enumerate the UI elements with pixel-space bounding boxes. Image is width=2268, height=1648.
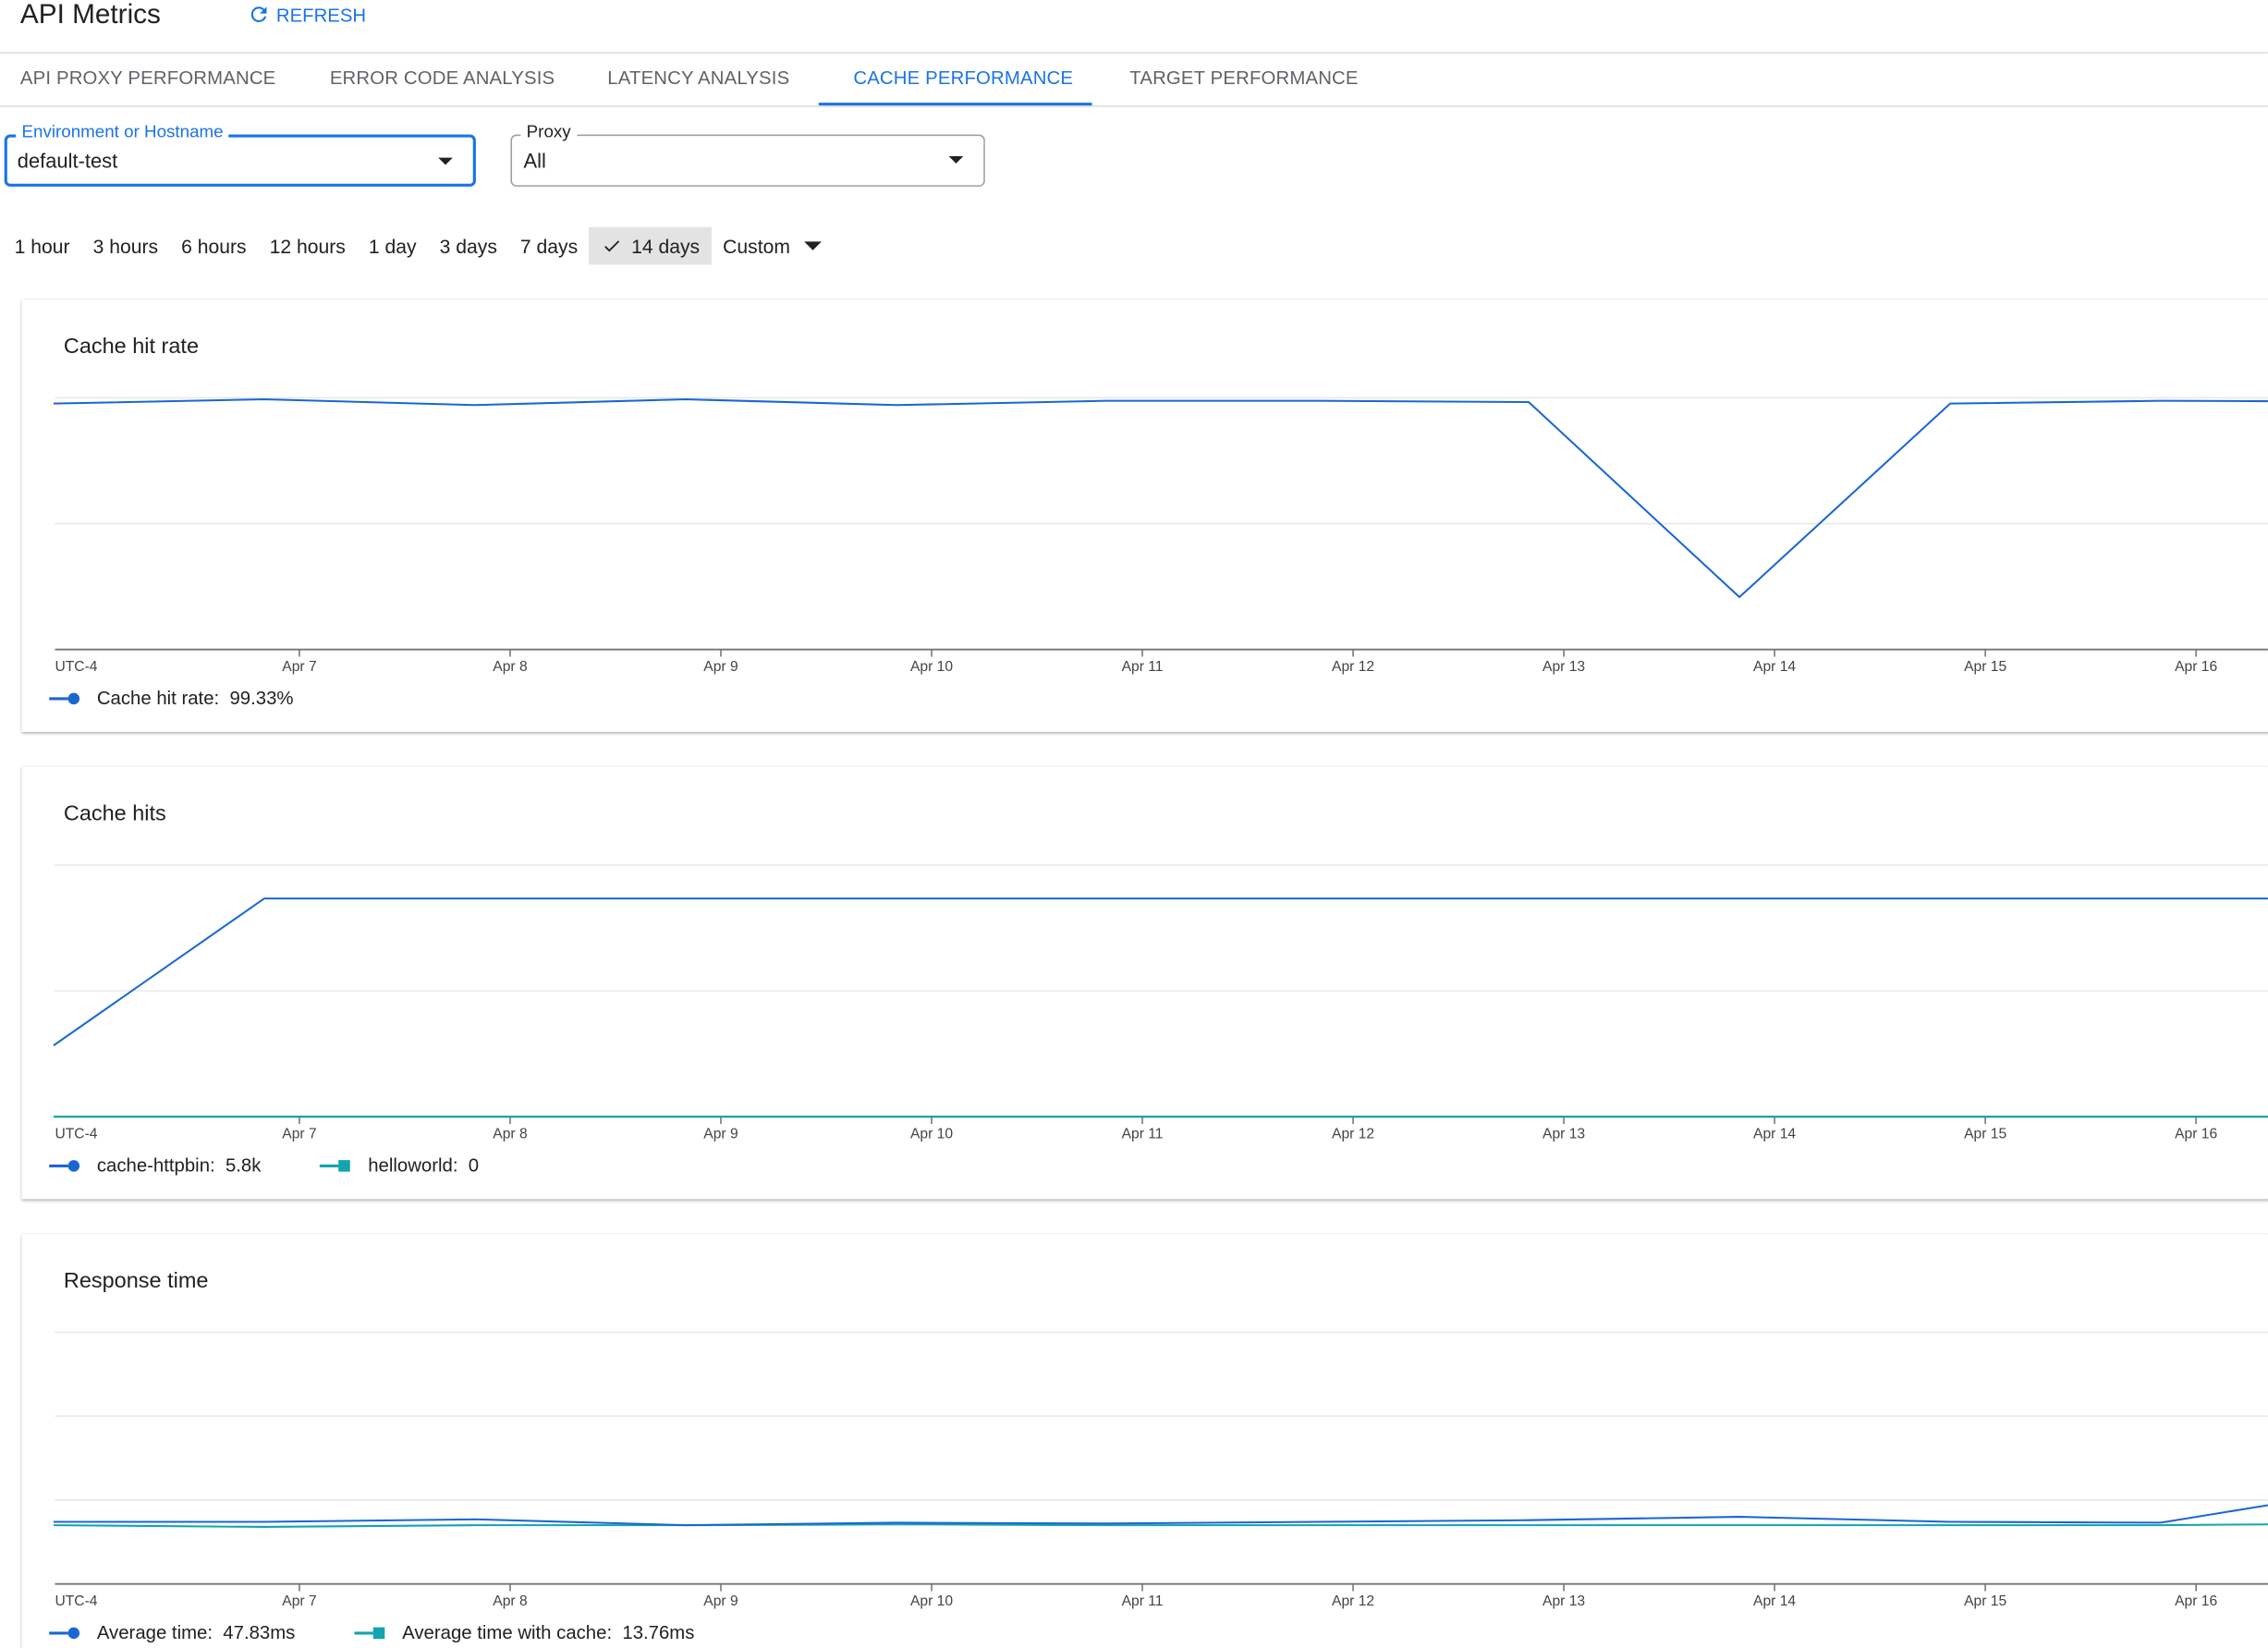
divider [0, 105, 2268, 107]
legend-circle-icon [48, 1624, 86, 1642]
series-line-average-time [54, 1488, 2268, 1525]
x-tick-label: Apr 12 [1332, 659, 1374, 675]
x-tick-label: Apr 8 [493, 1127, 528, 1142]
x-tick-label: Apr 9 [703, 659, 738, 675]
refresh-button[interactable]: REFRESH [248, 3, 367, 26]
x-tick-label: Apr 7 [282, 1127, 316, 1142]
range-7-days[interactable]: 7 days [508, 227, 589, 265]
tab-latency-analysis[interactable]: LATENCY ANALYSIS [607, 67, 789, 88]
x-tick-label: Apr 13 [1542, 1127, 1585, 1142]
cache-hits-chart: UTC-4 Apr 7 Apr 8 Apr 9 Apr 10 Apr 11 Apr 12 Ap… [21, 766, 2267, 1199]
environment-select[interactable]: Environment or Hostname default-test [5, 135, 476, 187]
time-range-selector: 1 hour 3 hours 6 hours 12 hours 1 day 3 … [3, 227, 834, 265]
range-12-hours[interactable]: 12 hours [258, 227, 357, 265]
dropdown-arrow-icon [438, 158, 453, 165]
series-line-cache-hit-rate [54, 399, 2268, 597]
x-tick-label: Apr 10 [910, 1127, 953, 1142]
proxy-value: All [524, 149, 546, 172]
x-tick-label: Apr 16 [2175, 1127, 2217, 1142]
x-tick-label: Apr 11 [1122, 1593, 1164, 1609]
proxy-select[interactable]: Proxy All [510, 135, 984, 187]
refresh-label: REFRESH [276, 4, 366, 25]
range-6-hours[interactable]: 6 hours [170, 227, 259, 265]
x-tick-label: Apr 15 [1964, 659, 2006, 675]
x-tick-label: Apr 12 [1332, 1593, 1374, 1609]
tab-api-proxy-performance[interactable]: API PROXY PERFORMANCE [20, 67, 276, 88]
response-time-chart: UTC-4 Apr 7 Apr 8 Apr 9 Apr 10 Apr 11 Apr 12 Ap… [21, 1234, 2267, 1648]
chart-legend: Cache hit rate: 99.33% [48, 687, 351, 708]
x-tick-label: Apr 11 [1122, 1127, 1164, 1142]
series-line-cache-httpbin [54, 898, 2268, 1045]
environment-value: default-test [18, 149, 117, 172]
check-icon [601, 236, 624, 256]
range-14-days-label: 14 days [631, 235, 700, 256]
legend-circle-icon [48, 1156, 86, 1174]
legend-item[interactable]: Cache hit rate: 99.33% [48, 687, 294, 708]
legend-item[interactable]: Average time with cache: 13.76ms [353, 1621, 694, 1642]
range-1-day[interactable]: 1 day [357, 227, 428, 265]
timezone-label: UTC-4 [55, 659, 97, 675]
range-3-days[interactable]: 3 days [428, 227, 508, 265]
cache-hit-rate-chart: UTC-4 Apr 7 Apr 8 Apr 9 Apr 10 Apr 11 Apr 12 Ap… [21, 299, 2267, 732]
timezone-label: UTC-4 [55, 1127, 97, 1142]
x-tick-label: Apr 16 [2175, 1593, 2217, 1609]
legend-square-icon [353, 1624, 391, 1642]
x-tick-label: Apr 7 [282, 659, 316, 675]
refresh-icon [248, 3, 271, 26]
proxy-label: Proxy [520, 121, 577, 141]
x-tick-label: Apr 14 [1753, 1127, 1796, 1142]
timezone-label: UTC-4 [55, 1593, 97, 1609]
x-tick-label: Apr 11 [1122, 659, 1164, 675]
x-tick-label: Apr 10 [910, 659, 953, 675]
range-1-hour[interactable]: 1 hour [3, 227, 81, 265]
legend-label: cache-httpbin: 5.8k [97, 1154, 262, 1176]
x-tick-label: Apr 13 [1542, 1593, 1585, 1609]
environment-label: Environment or Hostname [16, 121, 229, 141]
x-tick-label: Apr 12 [1332, 1127, 1374, 1142]
x-tick-label: Apr 14 [1753, 1593, 1796, 1609]
tab-cache-performance[interactable]: CACHE PERFORMANCE [853, 67, 1073, 88]
tab-target-performance[interactable]: TARGET PERFORMANCE [1129, 67, 1358, 88]
range-14-days[interactable]: 14 days [590, 227, 712, 265]
legend-item[interactable]: helloworld: 0 [319, 1154, 479, 1176]
legend-label: Cache hit rate: 99.33% [97, 687, 294, 708]
range-custom-dropdown[interactable]: Custom [712, 227, 834, 265]
legend-circle-icon [48, 690, 86, 707]
page-title: API Metrics [20, 0, 161, 31]
x-tick-label: Apr 13 [1542, 659, 1585, 675]
range-custom-label: Custom [723, 235, 790, 256]
x-tick-label: Apr 16 [2175, 659, 2217, 675]
legend-label: Average time with cache: 13.76ms [402, 1621, 694, 1642]
x-tick-label: Apr 9 [703, 1593, 738, 1609]
range-3-hours[interactable]: 3 hours [81, 227, 170, 265]
x-tick-label: Apr 8 [493, 1593, 528, 1609]
x-tick-label: Apr 15 [1964, 1593, 2006, 1609]
chart-legend: cache-httpbin: 5.8k helloworld: 0 [48, 1154, 537, 1176]
x-tick-label: Apr 14 [1753, 659, 1796, 675]
legend-item[interactable]: cache-httpbin: 5.8k [48, 1154, 262, 1176]
divider [0, 52, 2268, 54]
x-tick-label: Apr 7 [282, 1593, 316, 1609]
x-tick-label: Apr 10 [910, 1593, 953, 1609]
legend-label: helloworld: 0 [368, 1154, 479, 1176]
legend-item[interactable]: Average time: 47.83ms [48, 1621, 296, 1642]
dropdown-arrow-icon [805, 241, 823, 250]
tab-error-code-analysis[interactable]: ERROR CODE ANALYSIS [330, 67, 555, 88]
legend-square-icon [319, 1156, 357, 1174]
dropdown-arrow-icon [949, 156, 964, 164]
x-tick-label: Apr 15 [1964, 1127, 2006, 1142]
x-tick-label: Apr 8 [493, 659, 528, 675]
chart-legend: Average time: 47.83ms Average time with c… [48, 1621, 752, 1642]
legend-label: Average time: 47.83ms [97, 1621, 296, 1642]
x-tick-label: Apr 9 [703, 1127, 738, 1142]
